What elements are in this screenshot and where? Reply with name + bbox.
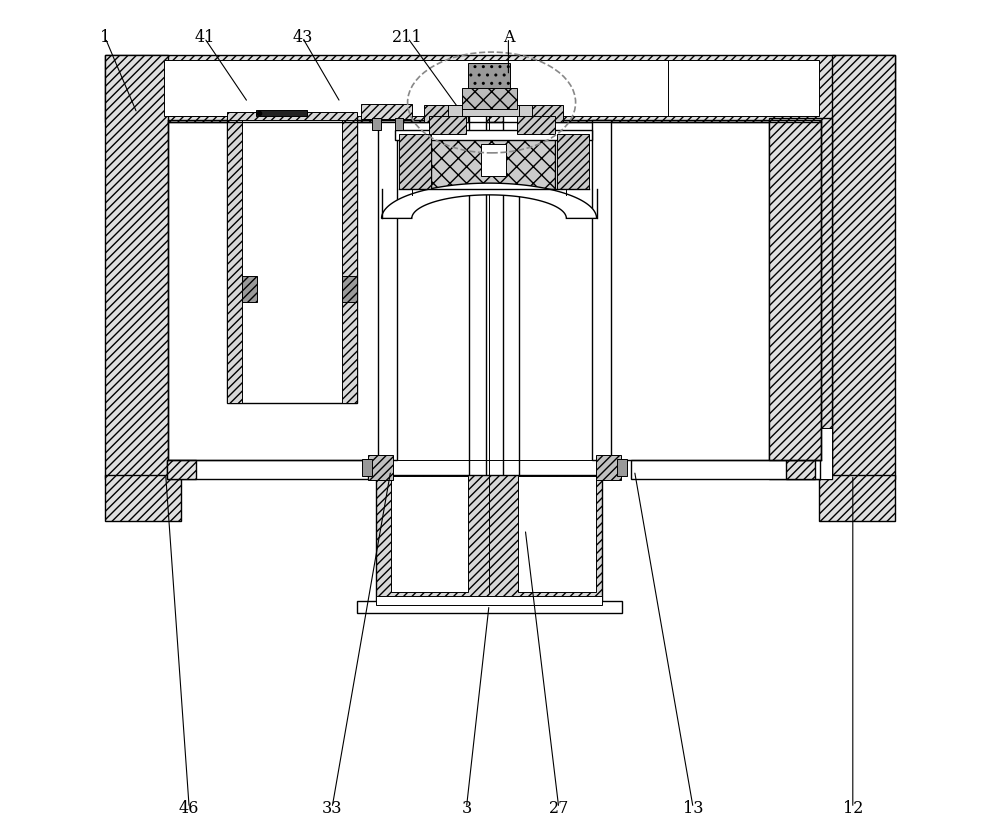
Bar	[668, 60, 819, 116]
Text: 13: 13	[683, 800, 703, 816]
Text: 12: 12	[843, 800, 863, 816]
Bar	[424, 105, 468, 122]
Bar	[557, 134, 589, 189]
Bar	[468, 63, 510, 88]
Bar	[227, 118, 357, 403]
Bar	[167, 460, 196, 479]
Bar	[617, 459, 627, 476]
Bar	[431, 134, 555, 189]
Bar	[167, 460, 368, 479]
Bar	[517, 116, 555, 134]
Bar	[105, 55, 168, 479]
Bar	[481, 144, 506, 176]
Bar	[368, 455, 393, 480]
Bar	[518, 476, 596, 592]
Bar	[429, 116, 466, 134]
Bar	[256, 110, 307, 116]
Bar	[342, 276, 357, 302]
Bar	[376, 475, 602, 605]
Bar	[242, 276, 257, 302]
Text: A: A	[503, 29, 514, 46]
Bar	[361, 104, 412, 119]
Bar	[448, 105, 532, 116]
Bar	[164, 60, 668, 116]
Bar	[399, 134, 431, 189]
Bar	[395, 118, 403, 130]
Bar	[769, 428, 832, 479]
Bar	[819, 475, 895, 521]
Text: 41: 41	[194, 29, 215, 46]
Text: 1: 1	[100, 29, 110, 46]
Text: 3: 3	[461, 800, 472, 816]
Bar	[105, 55, 895, 122]
Bar	[786, 460, 815, 479]
Text: 33: 33	[322, 800, 342, 816]
Text: 27: 27	[549, 800, 569, 816]
Bar	[596, 455, 621, 480]
Bar	[357, 601, 622, 613]
Text: 46: 46	[179, 800, 199, 816]
Bar	[362, 459, 372, 476]
Bar	[519, 105, 563, 122]
Bar	[631, 460, 820, 479]
Bar	[391, 476, 468, 592]
Bar	[503, 113, 519, 592]
Bar	[372, 118, 381, 130]
Bar	[227, 112, 357, 120]
Bar	[376, 596, 602, 605]
Bar	[592, 120, 611, 460]
Bar	[469, 113, 486, 592]
Text: 43: 43	[292, 29, 313, 46]
Bar	[227, 118, 242, 403]
Bar	[342, 118, 357, 403]
Bar	[378, 120, 397, 460]
Bar	[105, 475, 181, 521]
Bar	[462, 88, 517, 109]
Text: 211: 211	[392, 29, 423, 46]
Bar	[769, 118, 832, 479]
Bar	[769, 120, 821, 460]
Bar	[395, 130, 592, 140]
Polygon shape	[382, 183, 597, 218]
Bar	[832, 55, 895, 479]
